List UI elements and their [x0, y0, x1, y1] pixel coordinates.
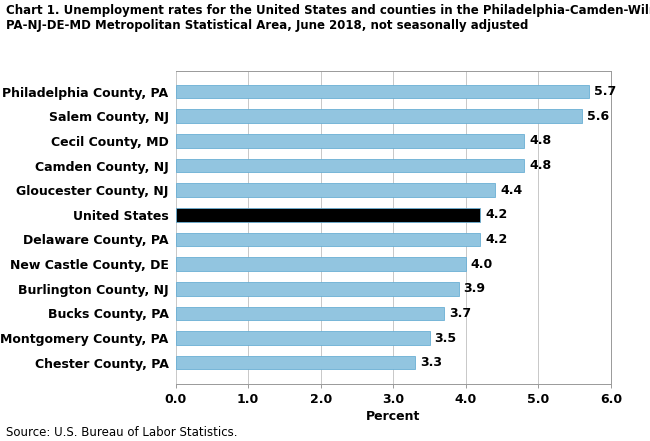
Text: Chart 1. Unemployment rates for the United States and counties in the Philadelph: Chart 1. Unemployment rates for the Unit… — [6, 4, 650, 32]
Text: 5.7: 5.7 — [594, 85, 617, 98]
Text: 3.9: 3.9 — [463, 282, 486, 295]
Bar — [176, 257, 466, 271]
Bar — [176, 109, 582, 123]
Text: 4.2: 4.2 — [486, 208, 508, 221]
Text: 3.5: 3.5 — [435, 332, 457, 344]
Bar — [176, 159, 524, 172]
Text: 4.4: 4.4 — [500, 183, 522, 197]
Bar — [176, 282, 459, 295]
Text: 4.2: 4.2 — [486, 233, 508, 246]
Bar — [176, 208, 480, 221]
Bar — [176, 183, 495, 197]
Text: 4.8: 4.8 — [529, 135, 551, 147]
Bar — [176, 85, 589, 98]
Bar — [176, 356, 415, 370]
Bar — [176, 134, 524, 148]
X-axis label: Percent: Percent — [366, 410, 421, 423]
Bar — [176, 233, 480, 246]
Text: 4.0: 4.0 — [471, 258, 493, 271]
Text: 4.8: 4.8 — [529, 159, 551, 172]
Bar — [176, 331, 430, 345]
Text: 5.6: 5.6 — [587, 110, 609, 123]
Text: 3.7: 3.7 — [449, 307, 471, 320]
Text: 3.3: 3.3 — [420, 356, 442, 369]
Bar — [176, 306, 444, 320]
Text: Source: U.S. Bureau of Labor Statistics.: Source: U.S. Bureau of Labor Statistics. — [6, 426, 238, 439]
